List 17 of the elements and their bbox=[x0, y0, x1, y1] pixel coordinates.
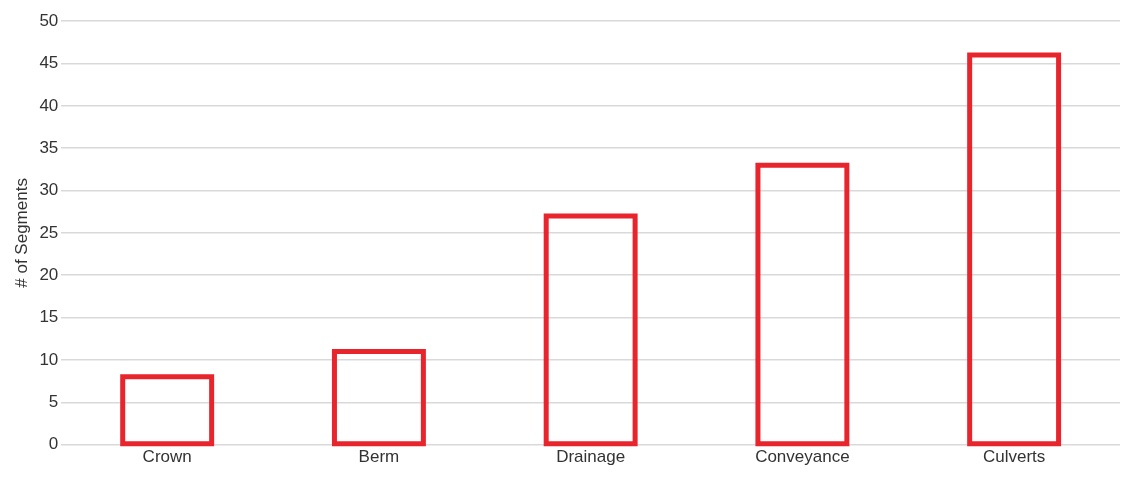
y-tick-label: 40 bbox=[39, 95, 59, 115]
y-tick-label: 10 bbox=[39, 349, 59, 369]
y-tick-label: 20 bbox=[39, 264, 59, 284]
y-tick-label: 30 bbox=[39, 180, 59, 200]
y-tick-label: 50 bbox=[39, 10, 59, 30]
x-tick-label: Conveyance bbox=[755, 447, 850, 467]
x-tick-label: Berm bbox=[358, 447, 400, 467]
x-tick-label: Culverts bbox=[982, 447, 1046, 467]
x-tick-label: Crown bbox=[142, 447, 192, 467]
x-tick-label: Drainage bbox=[556, 447, 626, 467]
y-tick-label: 35 bbox=[39, 137, 59, 157]
y-tick-label: 15 bbox=[39, 307, 59, 327]
y-tick-label: 25 bbox=[39, 222, 59, 242]
y-tick-label: 5 bbox=[48, 391, 59, 411]
y-axis-title: # of Segments bbox=[11, 178, 31, 288]
y-tick-label: 0 bbox=[48, 434, 59, 454]
y-tick-label: 45 bbox=[39, 53, 59, 73]
